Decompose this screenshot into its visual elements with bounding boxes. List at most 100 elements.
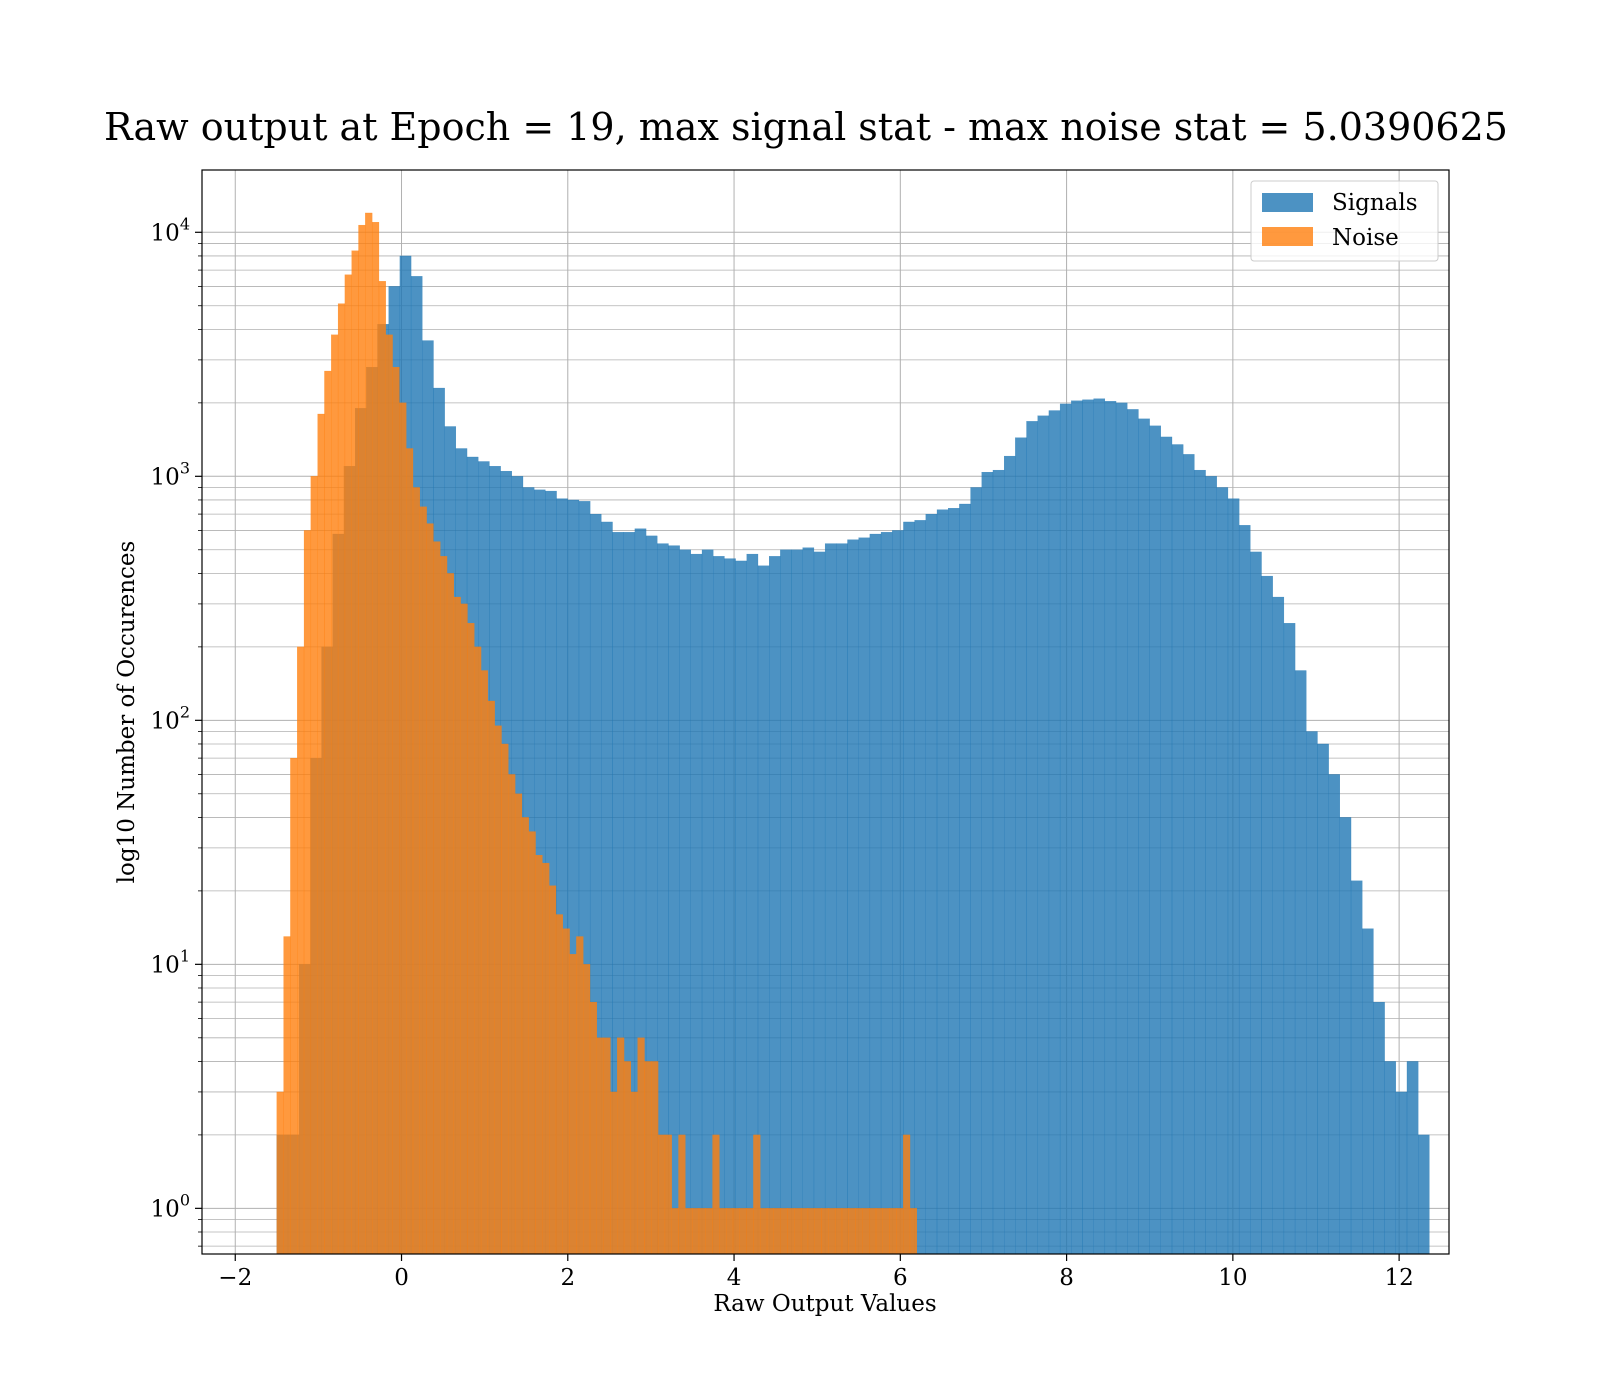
noise-bar (753, 1134, 761, 1255)
signals-bar (1238, 525, 1251, 1255)
noise-bar (412, 487, 420, 1255)
signals-bar (1261, 575, 1273, 1255)
noise-bar (909, 1208, 917, 1255)
noise-bar (589, 1001, 597, 1255)
signals-bar (959, 503, 971, 1255)
signals-bar (1015, 437, 1027, 1255)
noise-bar (712, 1134, 720, 1255)
signals-bar (836, 543, 848, 1255)
noise-bar (623, 1061, 632, 1255)
noise-bar (651, 1061, 659, 1255)
x-tick-label: 8 (1059, 1265, 1074, 1291)
noise-bar (337, 303, 346, 1255)
noise-bar (794, 1208, 802, 1255)
x-tick-label: 4 (727, 1265, 742, 1291)
noise-bar (358, 224, 366, 1255)
noise-bar (371, 222, 380, 1255)
signals-bar (1283, 623, 1296, 1255)
signals-bar (1194, 469, 1206, 1255)
signals-bar (1059, 403, 1072, 1255)
signals-bar (858, 537, 871, 1255)
noise-bar (555, 914, 563, 1255)
signals-bar (892, 530, 904, 1255)
x-tick-label: 12 (1384, 1265, 1413, 1291)
signals-bar (1227, 498, 1240, 1255)
y-tick-label: 100 (151, 1190, 190, 1222)
noise-bar (903, 1134, 911, 1255)
noise-bar (596, 1037, 604, 1255)
legend-swatch-noise (1262, 227, 1313, 246)
signals-bar (1048, 410, 1061, 1255)
signals-bar (847, 539, 859, 1255)
noise-bar (378, 281, 386, 1255)
noise-bar (746, 1208, 754, 1255)
signals-bar (769, 556, 781, 1255)
y-axis: 100 101 102 103 104 (151, 214, 202, 1247)
signals-bar (880, 532, 893, 1255)
signals-bar (1317, 743, 1329, 1255)
signals-bar (970, 487, 982, 1255)
signals-bar (1004, 455, 1016, 1255)
noise-bar (691, 1208, 700, 1255)
signals-bar (948, 508, 960, 1255)
signals-bar (1306, 731, 1318, 1255)
signals-bar (1093, 398, 1106, 1255)
x-tick-label: −2 (218, 1265, 252, 1291)
noise-bar (821, 1208, 829, 1255)
x-axis: −2 0 2 4 6 8 10 12 (218, 1254, 1414, 1291)
noise-bar (610, 1091, 618, 1255)
x-tick-label: 6 (893, 1265, 908, 1291)
signals-bar (791, 549, 803, 1255)
noise-bar (331, 334, 339, 1255)
signals-bar (1339, 817, 1352, 1255)
noise-bar (828, 1208, 836, 1255)
signals-bar (1071, 400, 1083, 1255)
noise-bar (324, 370, 332, 1255)
y-tick-label: 102 (151, 702, 190, 734)
noise-bar (521, 817, 529, 1255)
noise-series (276, 212, 917, 1255)
noise-bar (344, 274, 352, 1255)
noise-bar (487, 700, 495, 1255)
x-tick-label: 10 (1218, 1265, 1247, 1291)
signals-bar (1328, 774, 1340, 1255)
noise-bar (705, 1208, 713, 1255)
noise-bar (317, 413, 325, 1255)
signals-bar (869, 533, 882, 1255)
noise-bar (780, 1208, 788, 1255)
noise-bar (657, 1134, 666, 1255)
noise-bar (535, 855, 543, 1255)
noise-bar (882, 1208, 890, 1255)
legend-label-noise: Noise (1332, 225, 1399, 251)
noise-bar (862, 1208, 870, 1255)
noise-bar (569, 954, 577, 1255)
noise-bar (834, 1208, 843, 1255)
y-tick-label: 101 (151, 946, 190, 978)
y-tick-label: 103 (151, 458, 190, 490)
noise-bar (392, 367, 400, 1255)
noise-bar (732, 1208, 740, 1255)
noise-bar (514, 793, 523, 1255)
signals-bar (1294, 670, 1307, 1255)
signals-bar (981, 471, 994, 1255)
y-axis-label: log10 Number of Occurences (114, 541, 140, 884)
signals-bar (824, 543, 837, 1255)
signals-bar (925, 513, 938, 1255)
signals-bar (780, 549, 792, 1255)
signals-bar (936, 509, 949, 1255)
noise-bar (501, 743, 509, 1255)
noise-bar (433, 541, 441, 1255)
noise-bar (698, 1208, 706, 1255)
noise-bar (542, 862, 550, 1255)
noise-bar (385, 334, 393, 1255)
signals-bar (1115, 402, 1128, 1255)
noise-bar (290, 757, 298, 1255)
signals-bar (1160, 436, 1173, 1255)
noise-bar (351, 250, 359, 1255)
noise-bar (446, 573, 454, 1255)
noise-bar (549, 885, 557, 1255)
noise-bar (678, 1134, 686, 1255)
signals-bar (1205, 476, 1217, 1255)
plot-frame (201, 169, 1450, 1255)
signals-bar (802, 547, 815, 1255)
